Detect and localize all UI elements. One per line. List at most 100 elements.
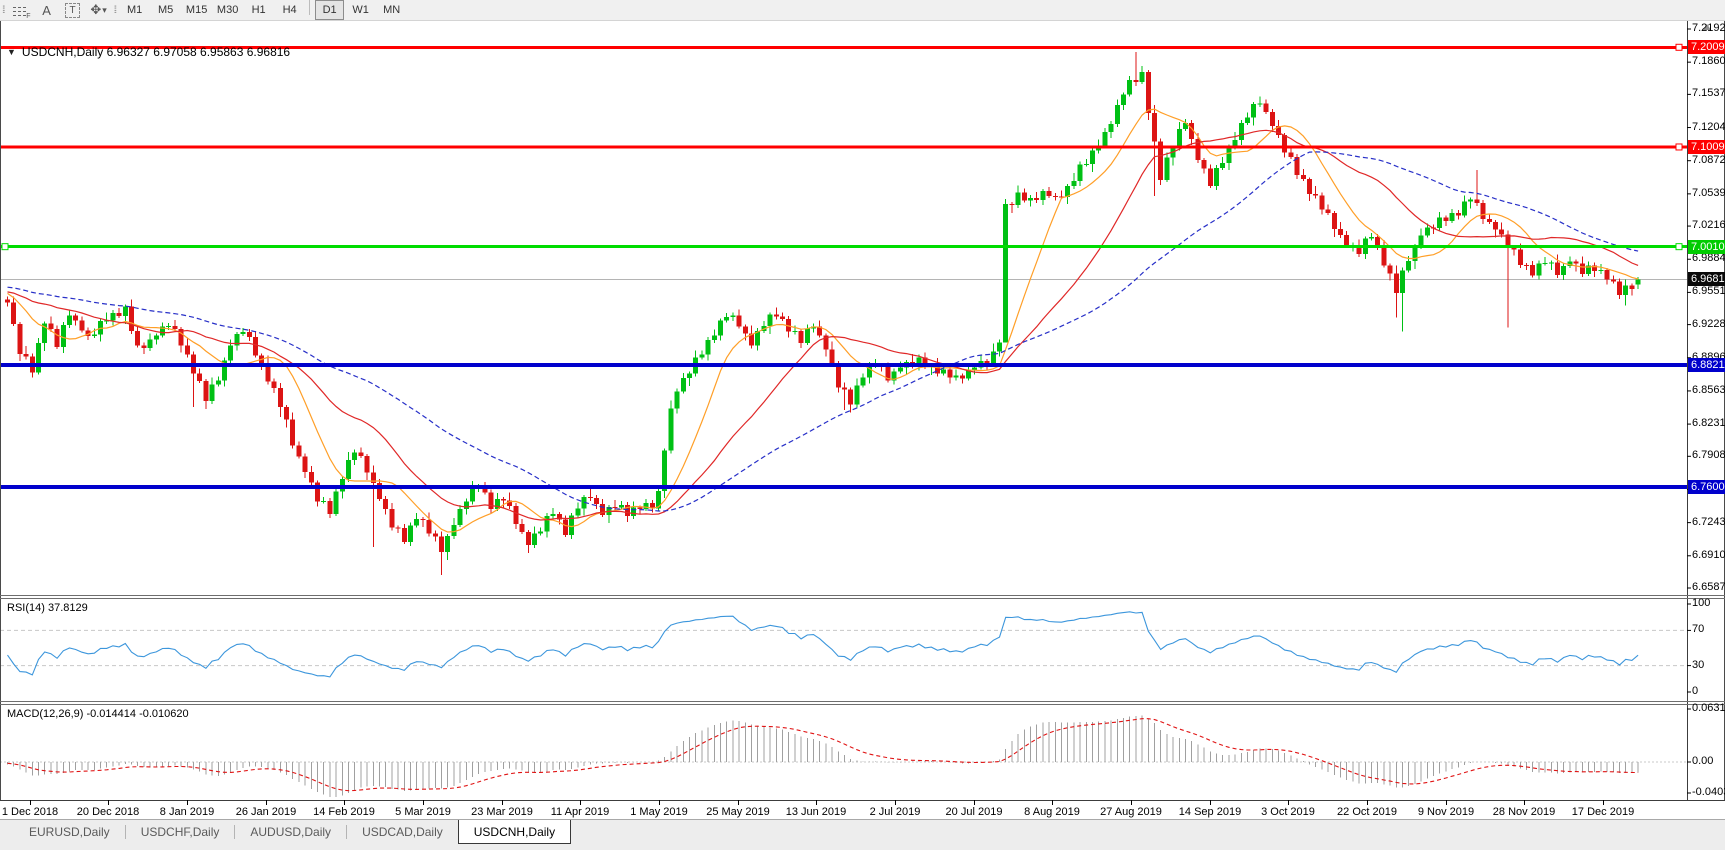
candle-body (544, 515, 550, 532)
candle-body (488, 492, 494, 509)
chart-title-text: USDCNH,Daily 6.96327 6.97058 6.95863 6.9… (21, 45, 291, 59)
candle-body (730, 315, 736, 318)
candle-body (79, 320, 85, 331)
line-handle[interactable] (1, 243, 9, 251)
candle-body (271, 381, 277, 389)
chart-canvas[interactable] (0, 20, 1725, 850)
candle-body (724, 317, 730, 321)
timeframe-button-m15[interactable]: M15 (185, 4, 208, 16)
text-tool-button[interactable]: A (36, 1, 58, 19)
timeframe-button-d1[interactable]: D1 (315, 0, 345, 20)
fibonacci-tool-button[interactable]: F (10, 1, 32, 20)
candle-body (383, 498, 389, 509)
candle-body (513, 505, 519, 525)
candle-body (1331, 212, 1337, 229)
candle-body (711, 335, 717, 340)
candle-body (85, 330, 91, 337)
candle-body (494, 498, 500, 509)
candle-body (1480, 202, 1486, 219)
timeframe-button-w1[interactable]: W1 (352, 4, 369, 16)
label-tool-button[interactable]: T (62, 1, 84, 19)
candle-body (401, 527, 407, 543)
candle-body (699, 354, 705, 358)
date-tick-label: 8 Aug 2019 (1024, 806, 1080, 818)
date-tick-label: 22 Oct 2019 (1337, 806, 1397, 818)
tab-audusd[interactable]: AUDUSD,Daily (250, 824, 332, 839)
date-tick-label: 25 May 2019 (706, 806, 770, 818)
candle-body (358, 452, 364, 457)
candle-body (1437, 217, 1443, 229)
candle-body (445, 536, 451, 553)
timeframe-button-mn[interactable]: MN (383, 4, 401, 16)
candle-body (129, 306, 134, 332)
candle-body (153, 335, 159, 340)
candle-body (656, 491, 661, 509)
candle-body (563, 519, 568, 535)
candle-body (1375, 236, 1381, 247)
candle-body (674, 391, 680, 409)
macd-signal-line (7, 718, 1639, 792)
candle-body (414, 518, 420, 526)
panel-splitter[interactable] (0, 700, 1725, 705)
tab-usdcad[interactable]: USDCAD,Daily (362, 824, 443, 839)
line-handle[interactable] (1675, 143, 1683, 151)
candle-body (370, 472, 376, 484)
price-badge: 7.10096 (1688, 139, 1725, 154)
candle-body (420, 518, 426, 521)
price-badge: 6.88211 (1688, 358, 1725, 373)
candle-body (1083, 163, 1089, 165)
candle-body (1195, 139, 1201, 160)
candle-body (1542, 263, 1548, 265)
candle-body (532, 533, 537, 545)
arrows-tool-button[interactable]: ✥ ▾ (88, 1, 110, 19)
candle-body (786, 318, 792, 332)
candle-body (432, 533, 438, 537)
candle-body (73, 315, 79, 321)
candle-body (1511, 248, 1517, 250)
candle-body (1220, 163, 1226, 168)
price-axis-strip[interactable] (1688, 20, 1725, 801)
chevron-down-icon[interactable]: ▾ (102, 4, 107, 15)
candle-body (1524, 264, 1529, 266)
tab-eurusd[interactable]: EURUSD,Daily (29, 824, 110, 839)
candle-body (116, 313, 122, 317)
line-handle[interactable] (1675, 243, 1683, 251)
timeframe-button-m1[interactable]: M1 (126, 4, 143, 16)
toolbar-grip[interactable]: ⁞⁞ (113, 4, 117, 16)
candle-body (1617, 281, 1622, 296)
chart-background (0, 20, 1725, 801)
tab-separator (124, 825, 126, 839)
date-tick-label: 2 Jul 2019 (869, 806, 921, 818)
candle-body (1040, 191, 1046, 200)
line-handle[interactable] (1675, 43, 1683, 51)
timeframe-button-h1[interactable]: H1 (251, 4, 266, 16)
date-tick-label: 17 Dec 2019 (1571, 806, 1635, 818)
text-icon: A (42, 2, 51, 18)
candle-body (1586, 265, 1591, 274)
date-tick-label: 20 Dec 2018 (76, 806, 140, 818)
toolbar-grip[interactable]: ⁞⁞ (2, 4, 5, 16)
candle-body (519, 524, 525, 533)
candle-body (755, 331, 761, 346)
tab-separator (234, 825, 236, 839)
candle-body (104, 320, 110, 322)
timeframe-button-h4[interactable]: H4 (282, 4, 297, 16)
timeframe-button-m5[interactable]: M5 (157, 4, 174, 16)
candle-body (463, 501, 469, 509)
candle-body (935, 365, 940, 374)
candle-body (1021, 192, 1027, 201)
candle-body (426, 520, 432, 534)
price-tick-label: 7.15370 (1692, 87, 1725, 100)
candle-body (48, 323, 54, 330)
candle-body (538, 531, 544, 534)
candle-body (600, 504, 606, 515)
price-tick-label: 6.69105 (1692, 548, 1725, 561)
collapse-ohlc-icon[interactable]: ▼ (7, 47, 16, 57)
candle-body (811, 326, 816, 329)
panel-splitter[interactable] (0, 594, 1725, 599)
candle-body (798, 331, 804, 344)
tab-usdchf[interactable]: USDCHF,Daily (140, 824, 220, 839)
tab-usdcnh[interactable]: USDCNH,Daily (457, 820, 572, 844)
timeframe-button-m30[interactable]: M30 (216, 4, 239, 16)
candle-body (184, 345, 190, 355)
